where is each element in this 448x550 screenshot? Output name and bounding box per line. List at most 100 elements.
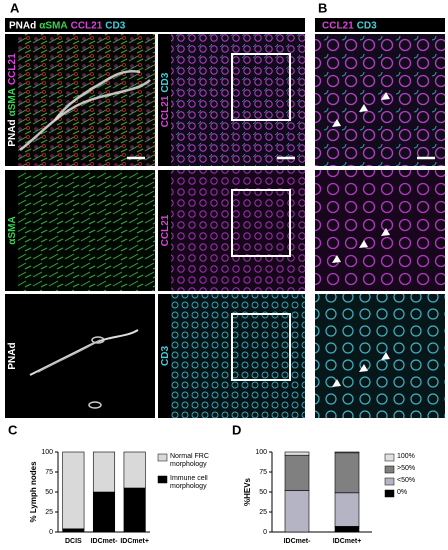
arrowhead xyxy=(332,255,341,263)
label-strip xyxy=(5,294,18,418)
bar-segment xyxy=(62,528,85,533)
vessel xyxy=(91,336,105,344)
bar-segment xyxy=(123,487,146,533)
arrowhead xyxy=(332,379,341,387)
y-tick-label: 50 xyxy=(259,489,267,496)
zoom-box xyxy=(231,53,291,121)
arrowhead xyxy=(359,104,368,112)
bar-segment xyxy=(334,526,360,533)
label-part: CCL21 xyxy=(322,20,354,31)
y-tick-label: 50 xyxy=(45,489,53,496)
bar-segment xyxy=(284,490,310,533)
label-strip xyxy=(5,34,18,166)
bar-segment xyxy=(334,451,360,454)
panel-label: C xyxy=(8,422,18,437)
header-bar xyxy=(5,18,305,32)
legend-swatch xyxy=(384,453,395,462)
label-part: CD3 xyxy=(160,72,171,92)
label-strip xyxy=(158,294,171,418)
label-part: CCL21 xyxy=(7,53,18,85)
y-tick-label: 100 xyxy=(41,449,53,456)
vessel xyxy=(19,79,151,151)
vessel xyxy=(54,70,141,121)
bar-segment xyxy=(92,491,116,533)
label-part: αSMA xyxy=(7,216,18,244)
legend-label: 0% xyxy=(397,489,408,496)
x-tick-label: DCIS xyxy=(65,538,82,545)
legend-label: >50% xyxy=(397,465,416,472)
arrowhead xyxy=(359,364,368,372)
label-part: αSMA xyxy=(7,88,18,116)
y-tick-label: 25 xyxy=(259,509,267,516)
y-tick-label: 0 xyxy=(263,529,267,536)
label-strip xyxy=(158,34,171,166)
panel-label: A xyxy=(10,0,20,15)
y-tick-label: 100 xyxy=(255,449,267,456)
legend-entry: 0% xyxy=(397,489,408,496)
label-part: PNAd xyxy=(7,342,18,369)
label-strip xyxy=(5,170,18,291)
micrograph xyxy=(315,294,445,418)
label-part: CCL21 xyxy=(160,95,171,127)
image-label: CCL21 xyxy=(160,214,171,246)
legend-label: <50% xyxy=(397,477,416,484)
label-part: CD3 xyxy=(357,20,377,31)
image-label: PNAd xyxy=(7,342,18,369)
arrowhead xyxy=(359,240,368,248)
image-label: CD3 xyxy=(160,346,171,366)
arrowhead xyxy=(332,119,341,127)
y-tick-label: 25 xyxy=(45,509,53,516)
bar-segment xyxy=(334,492,360,527)
micrograph xyxy=(5,294,155,418)
vessel xyxy=(37,339,101,373)
legend-label: Immune cell morphology xyxy=(170,475,208,490)
label-strip xyxy=(158,170,171,291)
label-part: CD3 xyxy=(160,346,171,366)
legend-entry: Normal FRC morphology xyxy=(170,453,209,468)
bar-segment xyxy=(334,452,360,494)
micrograph xyxy=(5,170,155,291)
zoom-box xyxy=(231,189,291,257)
y-axis-label: %HEVs xyxy=(243,477,252,506)
y-tick-label: 75 xyxy=(45,469,53,476)
image-label: PNAd αSMA CCL21 xyxy=(7,53,18,147)
header-text: PNAd αSMA CCL21 CD3 xyxy=(9,20,126,31)
x-tick-label: IDCmet- xyxy=(284,538,312,545)
micrograph xyxy=(315,170,445,291)
x-tick-label: IDCmet+ xyxy=(333,538,362,545)
panel-label: B xyxy=(318,0,327,15)
bar-segment xyxy=(92,451,116,493)
legend-swatch xyxy=(384,477,395,486)
bar-segment xyxy=(123,451,146,489)
arrowhead xyxy=(381,228,390,236)
label-part: CD3 xyxy=(105,20,125,31)
y-tick-label: 75 xyxy=(259,469,267,476)
image-label: CCL21 CD3 xyxy=(160,72,171,127)
legend-swatch xyxy=(384,465,395,474)
y-tick-label: 0 xyxy=(49,529,53,536)
bar-segment xyxy=(284,451,310,456)
panel-label: D xyxy=(232,422,241,437)
bar-segment xyxy=(284,454,310,491)
label-part: PNAd xyxy=(7,119,18,146)
legend-label: 100% xyxy=(397,453,415,460)
label-part: PNAd xyxy=(9,20,36,31)
header-bar xyxy=(315,18,445,32)
label-part: CCL21 xyxy=(160,214,171,246)
micrograph xyxy=(5,34,155,166)
arrowhead xyxy=(381,92,390,100)
legend-label: Normal FRC morphology xyxy=(170,453,209,468)
legend-swatch xyxy=(157,475,168,484)
x-tick-label: IDCmet+ xyxy=(120,538,149,545)
image-label: αSMA xyxy=(7,216,18,244)
legend-swatch xyxy=(384,489,395,498)
legend-entry: Immune cell morphology xyxy=(170,475,208,490)
micrograph xyxy=(315,34,445,166)
arrowhead xyxy=(381,352,390,360)
bar-segment xyxy=(62,451,85,530)
y-axis-label: % Lymph nodes xyxy=(29,461,38,523)
x-tick-label: IDCmet- xyxy=(91,538,119,545)
header-text: CCL21 CD3 xyxy=(322,20,377,31)
label-part: CCL21 xyxy=(71,20,103,31)
